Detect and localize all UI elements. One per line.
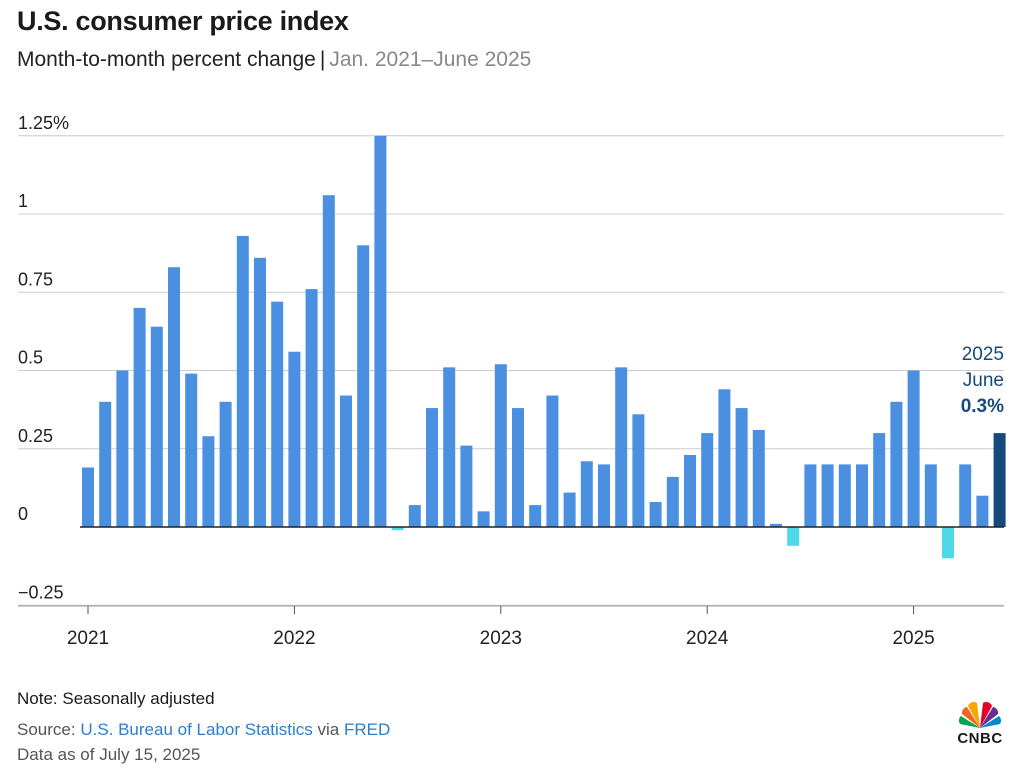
bar xyxy=(873,433,886,527)
bar xyxy=(254,257,266,527)
annotation-year: 2025 xyxy=(962,344,1004,365)
source-link-bls[interactable]: U.S. Bureau of Labor Statistics xyxy=(80,720,313,739)
bar xyxy=(838,464,851,527)
bar xyxy=(82,467,94,527)
bar xyxy=(357,245,370,528)
bar xyxy=(340,395,352,527)
subtitle-text: Month-to-month percent change xyxy=(17,48,316,71)
bar xyxy=(185,373,198,527)
bar xyxy=(443,367,456,527)
bar xyxy=(615,367,628,527)
chart-subtitle: Month-to-month percent change | Jan. 2021–… xyxy=(17,48,531,72)
bar xyxy=(168,267,180,527)
y-tick-label: 1.25% xyxy=(18,113,69,133)
x-tick-label: 2023 xyxy=(480,628,522,649)
chart-title: U.S. consumer price index xyxy=(17,6,349,36)
bar xyxy=(563,492,576,527)
bar xyxy=(684,455,696,527)
bar xyxy=(580,461,593,527)
y-tick-label: 0.5 xyxy=(18,348,43,368)
peacock-icon xyxy=(958,701,1002,728)
bar xyxy=(976,495,989,527)
bar xyxy=(959,464,972,527)
y-tick-label: 1 xyxy=(18,191,28,211)
bar xyxy=(150,326,163,527)
subtitle-range: Jan. 2021–June 2025 xyxy=(329,48,532,71)
bar xyxy=(288,351,301,527)
footnote-note: Note: Seasonally adjusted xyxy=(17,689,215,708)
bar xyxy=(99,401,112,527)
y-tick-label: −0.25 xyxy=(18,582,64,602)
bar xyxy=(598,464,610,527)
bar xyxy=(529,505,542,527)
y-tick-label: 0 xyxy=(18,504,28,524)
bar xyxy=(236,235,249,527)
bar xyxy=(752,429,765,527)
bar xyxy=(374,135,387,527)
y-tick-label: 0.25 xyxy=(18,426,53,446)
bar xyxy=(942,527,954,559)
logo-text: CNBC xyxy=(957,730,1003,747)
annotation-month: June xyxy=(963,370,1004,391)
cpi-bar-chart: −0.25 0 0.25 0.5 0.75 1 1.25% 2021 2022 2023 2024 2… xyxy=(18,113,1006,649)
bar xyxy=(546,395,559,527)
bar xyxy=(821,464,834,527)
x-tick-label: 2025 xyxy=(892,628,934,649)
bar xyxy=(804,464,817,527)
annotation-value: 0.3% xyxy=(961,396,1004,417)
bar xyxy=(494,364,507,527)
footnote-source: Source: U.S. Bureau of Labor Statistics … xyxy=(17,720,390,740)
x-tick-label: 2022 xyxy=(273,628,315,649)
bar xyxy=(408,505,421,527)
bar xyxy=(305,289,318,527)
bar xyxy=(460,445,473,527)
x-tick-label: 2024 xyxy=(686,628,729,649)
x-tick-label: 2021 xyxy=(67,628,109,649)
footnote-asof: Data as of July 15, 2025 xyxy=(17,745,201,764)
cnbc-logo: CNBC xyxy=(950,700,1010,748)
bar xyxy=(718,389,731,527)
bar xyxy=(770,523,782,527)
bar xyxy=(993,433,1006,527)
bar xyxy=(632,414,645,527)
bar xyxy=(787,527,800,546)
subtitle-separator: | xyxy=(319,48,326,71)
y-tick-label: 0.75 xyxy=(18,269,53,289)
bar xyxy=(219,401,232,527)
bar xyxy=(666,476,679,527)
source-link-fred[interactable]: FRED xyxy=(343,720,391,739)
bar xyxy=(322,195,335,527)
bar xyxy=(133,307,146,527)
bar xyxy=(271,301,284,527)
bar xyxy=(391,527,404,531)
bar xyxy=(701,433,714,527)
bar xyxy=(512,408,524,527)
source-prefix: Source: xyxy=(17,720,81,739)
bar xyxy=(856,464,868,527)
bar xyxy=(116,370,129,527)
bar xyxy=(477,511,490,527)
bar xyxy=(202,436,215,527)
bar xyxy=(890,401,903,527)
bar xyxy=(426,408,438,527)
bar xyxy=(907,370,920,527)
bar xyxy=(924,464,937,527)
bar xyxy=(649,501,662,527)
bar xyxy=(735,408,748,527)
source-mid: via xyxy=(312,720,344,739)
